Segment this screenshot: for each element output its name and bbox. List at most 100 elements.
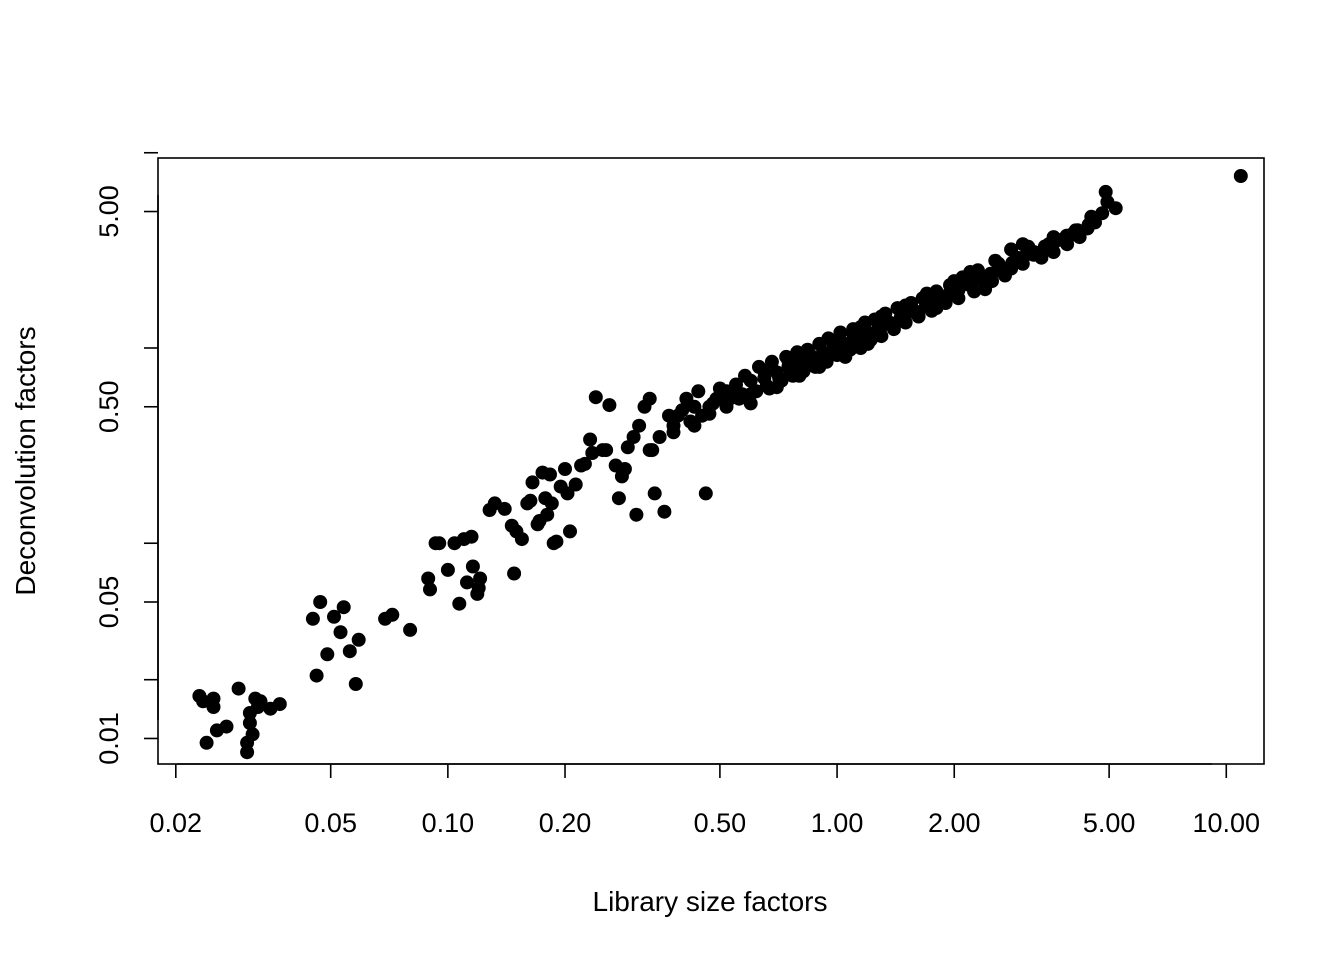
data-point bbox=[219, 719, 234, 734]
data-point bbox=[1016, 250, 1031, 265]
x-axis-label: Library size factors bbox=[593, 886, 828, 917]
data-point bbox=[617, 462, 632, 476]
data-point bbox=[351, 632, 366, 647]
data-point bbox=[544, 496, 559, 511]
data-point bbox=[206, 700, 221, 714]
data-point bbox=[853, 320, 868, 335]
data-point bbox=[272, 697, 287, 712]
data-point bbox=[898, 298, 913, 313]
data-point bbox=[626, 430, 641, 444]
data-point bbox=[666, 425, 681, 440]
data-point bbox=[642, 391, 657, 406]
x-tick-label: 0.10 bbox=[422, 808, 475, 838]
data-point bbox=[687, 418, 702, 433]
data-point bbox=[729, 384, 743, 399]
data-point bbox=[599, 443, 614, 458]
data-point bbox=[1031, 246, 1046, 261]
data-point bbox=[452, 596, 467, 611]
data-point bbox=[702, 406, 717, 421]
data-point bbox=[568, 477, 583, 492]
data-point bbox=[440, 562, 455, 577]
x-tick-label: 2.00 bbox=[928, 808, 981, 838]
data-point bbox=[465, 559, 480, 574]
data-point bbox=[874, 309, 889, 324]
data-point bbox=[588, 390, 603, 405]
data-point bbox=[1015, 237, 1030, 252]
data-point bbox=[940, 288, 955, 303]
data-point bbox=[743, 373, 758, 388]
x-tick-label: 0.50 bbox=[694, 808, 747, 838]
data-point bbox=[781, 353, 796, 368]
data-point bbox=[647, 486, 662, 501]
x-tick-label: 0.02 bbox=[150, 808, 203, 838]
data-point bbox=[231, 681, 246, 696]
data-point bbox=[632, 418, 647, 433]
data-point bbox=[764, 354, 779, 369]
y-axis-label: Deconvolution factors bbox=[10, 326, 41, 595]
data-point bbox=[460, 575, 474, 590]
data-point bbox=[560, 486, 575, 501]
data-point bbox=[896, 310, 911, 325]
data-point bbox=[348, 677, 363, 691]
y-tick-label: 0.50 bbox=[94, 380, 124, 433]
data-point bbox=[497, 501, 512, 516]
data-point bbox=[305, 611, 320, 626]
data-point bbox=[961, 277, 976, 292]
data-point bbox=[342, 644, 357, 659]
data-point bbox=[991, 256, 1006, 271]
data-point bbox=[253, 694, 268, 709]
data-point bbox=[563, 524, 577, 539]
data-point bbox=[333, 625, 348, 640]
y-axis-ticks: 0.01 0.05 0.50 5.00 bbox=[94, 151, 158, 765]
data-point bbox=[245, 727, 260, 742]
data-point bbox=[873, 322, 888, 337]
data-point bbox=[657, 504, 672, 519]
data-point bbox=[769, 380, 784, 395]
data-point bbox=[242, 716, 257, 730]
data-point bbox=[1064, 227, 1079, 242]
data-point bbox=[403, 622, 418, 637]
data-point bbox=[919, 286, 934, 301]
y-tick-label: 0.05 bbox=[94, 576, 124, 629]
data-point bbox=[833, 325, 848, 340]
data-point bbox=[423, 582, 437, 597]
data-point bbox=[719, 399, 734, 414]
data-point bbox=[240, 745, 255, 760]
data-point bbox=[385, 607, 400, 622]
plot-box bbox=[157, 157, 1265, 765]
x-tick-label: 5.00 bbox=[1083, 808, 1136, 838]
data-point bbox=[698, 486, 713, 501]
data-point bbox=[558, 462, 572, 476]
x-tick-label: 0.20 bbox=[539, 808, 592, 838]
y-tick-label: 0.01 bbox=[94, 712, 124, 765]
data-points bbox=[192, 169, 1248, 760]
data-point bbox=[577, 456, 592, 471]
data-point bbox=[652, 430, 667, 444]
data-point bbox=[320, 647, 335, 662]
data-point bbox=[549, 534, 564, 549]
data-point bbox=[464, 529, 479, 544]
data-point bbox=[309, 668, 324, 683]
data-point bbox=[929, 301, 944, 316]
data-point bbox=[802, 347, 817, 362]
data-point bbox=[886, 318, 901, 333]
data-point bbox=[1084, 209, 1099, 224]
data-point bbox=[909, 306, 924, 321]
data-point bbox=[421, 571, 436, 586]
x-axis-ticks: 0.02 0.05 0.10 0.20 0.50 1.00 2.00 5.00 10.00 bbox=[150, 764, 1260, 838]
data-point bbox=[642, 443, 657, 458]
x-tick-label: 10.00 bbox=[1192, 808, 1260, 838]
data-point bbox=[313, 595, 328, 609]
data-point bbox=[812, 359, 827, 374]
data-point bbox=[432, 536, 447, 551]
data-point bbox=[1004, 261, 1019, 276]
data-point bbox=[543, 467, 557, 482]
x-tick-label: 0.05 bbox=[304, 808, 357, 838]
data-point bbox=[507, 566, 522, 581]
data-point bbox=[583, 432, 598, 447]
data-point bbox=[523, 493, 538, 508]
data-point bbox=[540, 507, 555, 522]
data-point bbox=[1046, 230, 1061, 245]
data-point bbox=[838, 349, 853, 364]
